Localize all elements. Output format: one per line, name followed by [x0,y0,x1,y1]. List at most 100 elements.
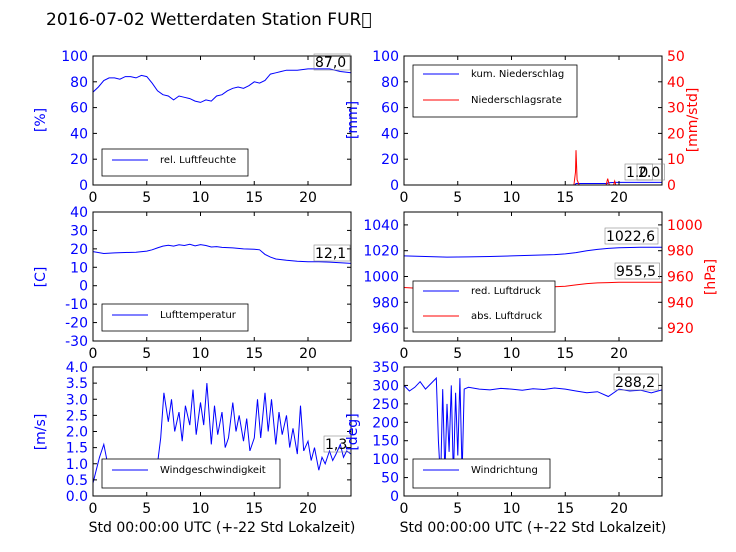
y-tick-label: 40 [381,126,399,142]
y-tick-label: 1020 [363,244,399,260]
y-tick-label: 80 [381,75,399,91]
x-tick-label: 15 [556,501,574,517]
panel-top-right: 0 5 10 15 20 0 20 40 60 80 100 0 10 20 30 40 50 [mm] [mm/s… [345,49,701,206]
y-tick-label: 3.5 [66,376,88,392]
x-tick-label: 10 [192,501,210,517]
y-tick-label: 0 [390,178,399,194]
y-tick-label: 100 [61,49,88,65]
y-tick-label: 1040 [363,218,399,234]
x-tick-label: 15 [245,346,263,362]
legend-box [101,303,249,332]
y-tick-label: 0.0 [66,489,88,505]
y2-tick-label: 980 [667,244,694,260]
plot-frame [92,211,352,342]
panel-bottom-left: 0 5 10 15 20 0.00.51.01.52.02.53.03.54.0 [m/s]… [33,360,355,536]
series-line-1 [404,150,662,185]
y2-tick-label: 30 [667,101,685,117]
x-tick-label: 15 [245,190,263,206]
series-line-0 [404,376,662,482]
legend-entry: kum. Niederschlag [471,69,564,80]
x-tick-label: 20 [610,501,628,517]
y-tick-label: 30 [70,223,88,239]
last-value-label: 1022,6 [606,229,655,245]
plot-frame [92,55,352,186]
y2-tick-label: 20 [667,126,685,142]
y-tick-label: 1000 [363,270,399,286]
x-tick-label: 0 [400,501,409,517]
x-tick-label: 5 [142,501,151,517]
x-tick-label: 20 [610,346,628,362]
y-tick-label: 1.0 [66,457,88,473]
legend-entry: Windrichtung [471,465,538,476]
last-value-box [614,262,660,280]
x-tick-label: 15 [245,501,263,517]
y-tick-label: 350 [372,360,399,376]
y-tick-label: -30 [65,334,88,350]
x-tick-label: 5 [142,346,151,362]
y-tick-label: 200 [372,415,399,431]
y-tick-label: 100 [372,49,399,65]
y-tick-label: 60 [70,101,88,117]
y-axis-label: [m/s] [33,414,49,451]
y2-tick-label: 50 [667,49,685,65]
panel-middle-left: 0 5 10 15 20 -30 -20 -10 0 10 20 30 40 [C] Lufttempera… [33,205,352,362]
x-tick-label: 5 [453,501,462,517]
y-tick-label: 50 [381,471,399,487]
y2-tick-label: 10 [667,152,685,168]
y-tick-label: -20 [65,316,88,332]
legend-entry: Lufttemperatur [160,310,237,321]
y-tick-label: 150 [372,434,399,450]
legend: kum. Niederschlag Niederschlagsrate [412,64,578,118]
plot-frame [403,366,663,497]
y2-axis-label: [hPa] [703,259,719,295]
last-value-box [604,227,659,245]
y-tick-label: 40 [70,126,88,142]
last-value-box [323,435,352,453]
y-tick-label: 250 [372,397,399,413]
last-value-label: 955,5 [616,264,656,280]
series-line-0 [404,246,662,258]
y-tick-label: 300 [372,378,399,394]
last-value-label: 288,2 [615,375,655,391]
y-tick-label: 2.5 [66,408,88,424]
last-value-label: 2.0 [638,165,660,181]
y-tick-label: 20 [70,152,88,168]
x-tick-label: 10 [503,346,521,362]
y-tick-label: 1.5 [66,441,88,457]
legend: Windgeschwindigkeit [101,458,281,489]
y-axis-label: [C] [33,267,49,288]
y2-tick-label: 960 [667,270,694,286]
x-tick-label: 0 [89,501,98,517]
legend-box [101,148,249,177]
y-tick-label: 40 [70,205,88,221]
legend: Lufttemperatur [101,303,249,332]
y2-tick-label: 40 [667,75,685,91]
last-value-label: 1,3 [325,437,347,453]
y-tick-label: 0 [390,489,399,505]
chart-title: 2016-07-02 Wetterdaten Station FUR  [46,10,372,30]
y-axis-label: [deg] [345,413,361,450]
y-tick-label: 60 [381,101,399,117]
y-axis-label: [%] [33,108,49,132]
x-tick-label: 0 [400,346,409,362]
legend-box [412,280,556,333]
y-tick-label: 980 [372,295,399,311]
x-tick-label: 5 [453,346,462,362]
x-tick-label: 5 [453,190,462,206]
y-tick-label: 100 [372,452,399,468]
legend-entry: red. Luftdruck [471,286,541,297]
x-tick-label: 20 [610,190,628,206]
x-tick-label: 20 [299,501,317,517]
legend-box [101,458,281,489]
panel-top-left: 0 5 10 15 20 0 20 40 60 80 100 [%] rel. Luftfeuchte 8… [33,49,352,206]
series-line-0 [93,68,351,103]
panel-middle-right: 0 5 10 15 20 960 980 1000 1020 1040 920 940 960 980 10… [363,211,719,362]
x-tick-label: 15 [556,190,574,206]
plot-frame [403,55,663,186]
x-tick-label: 10 [192,346,210,362]
x-axis-label: Std 00:00:00 UTC (+-22 Std Lokalzeit) [400,520,667,536]
x-axis-label: Std 00:00:00 UTC (+-22 Std Lokalzeit) [89,520,356,536]
y-tick-label: 3.0 [66,392,88,408]
